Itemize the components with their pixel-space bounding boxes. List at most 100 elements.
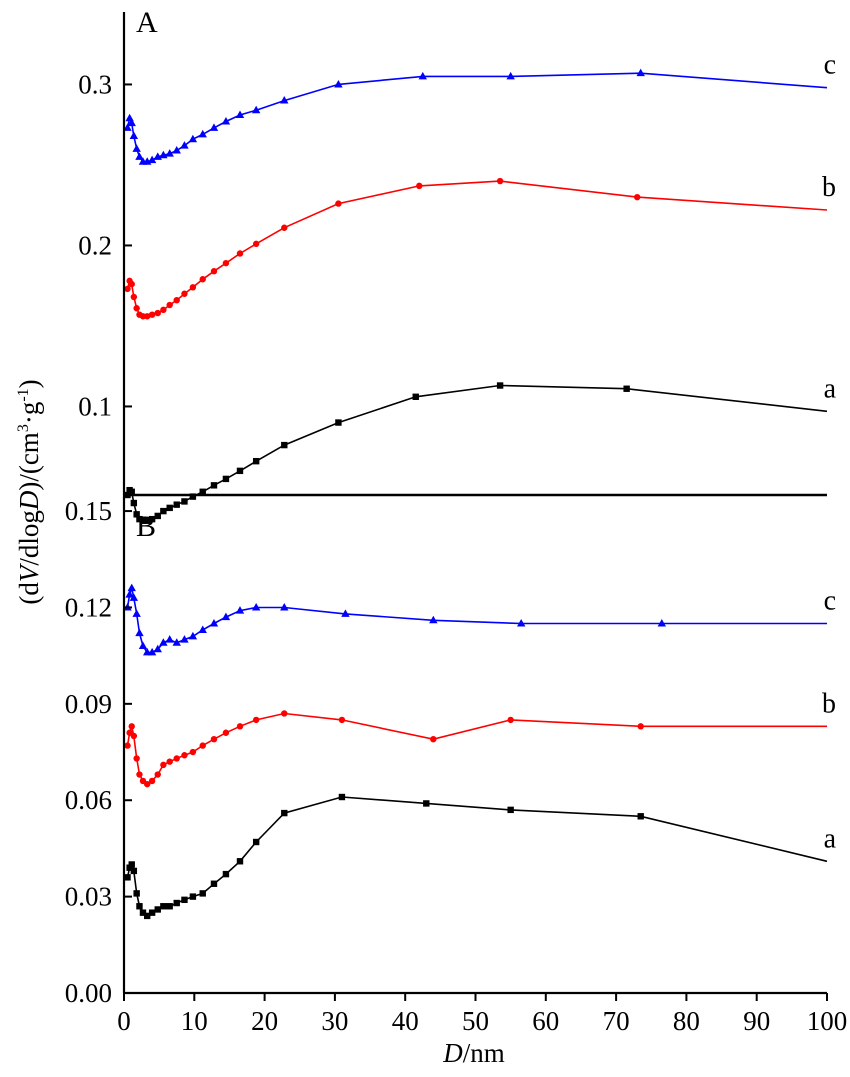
data-point-b [173, 755, 180, 762]
data-point-b [128, 280, 135, 288]
x-tick-label: 40 [392, 1006, 419, 1036]
data-point-c [159, 150, 168, 159]
data-point-c [198, 625, 207, 633]
data-point-c [516, 619, 526, 627]
data-point-a [136, 903, 143, 910]
data-point-a [222, 475, 230, 483]
series-line-b [126, 712, 827, 786]
data-point-b [222, 729, 230, 736]
data-point-b [154, 309, 161, 317]
data-point-c [135, 152, 144, 160]
data-point-b [189, 748, 197, 756]
panel-b-y-ticks: 0.00 0.03 0.06 0.09 0.12 0.15 [65, 496, 132, 1008]
data-point-b [128, 723, 135, 730]
x-tick-label: 80 [673, 1006, 700, 1036]
data-point-b [210, 735, 218, 743]
panel-b-y-tick-label: 0.06 [65, 785, 112, 815]
data-point-a [143, 517, 151, 524]
data-point-b [160, 306, 167, 314]
data-point-a [154, 906, 161, 913]
data-point-b [496, 177, 504, 185]
data-point-b [133, 305, 140, 312]
data-point-a [281, 809, 288, 817]
data-point-b [166, 301, 173, 309]
x-tick-label: 10 [181, 1006, 208, 1036]
data-point-b [143, 313, 151, 320]
data-point-a [133, 890, 140, 897]
y-axis-title: (dV/dlogD)/(cm3·g-1) [14, 379, 44, 604]
series-line-c [126, 72, 828, 163]
data-point-b [189, 284, 197, 291]
panel-b-series-c: c [123, 583, 836, 656]
series-line-b [126, 180, 828, 318]
panel-b-y-tick-label: 0.15 [65, 496, 112, 526]
data-point-c [138, 641, 148, 650]
data-point-b [130, 732, 138, 740]
data-point-a [199, 890, 206, 897]
data-point-a [124, 874, 131, 881]
data-point-a [139, 909, 147, 916]
series-label-c: c [824, 50, 836, 81]
data-point-a [173, 501, 180, 508]
panel-a-y-tick-label: 0.1 [78, 391, 112, 421]
data-point-b [633, 193, 641, 201]
data-point-c [221, 612, 231, 621]
data-point-b [199, 742, 206, 749]
data-point-b [143, 780, 151, 788]
x-tick-label: 60 [532, 1006, 559, 1036]
data-point-c [334, 79, 343, 88]
data-point-a [139, 517, 147, 524]
x-tick-label: 70 [603, 1006, 630, 1036]
data-point-a [335, 419, 342, 426]
data-point-c [209, 123, 219, 131]
data-point-b [507, 716, 514, 724]
series-label-c: c [824, 586, 836, 617]
data-point-c [188, 631, 198, 640]
data-point-c [129, 593, 139, 601]
data-point-c [209, 619, 219, 627]
data-point-a [128, 488, 135, 495]
data-point-a [189, 893, 197, 900]
data-point-c [172, 145, 181, 154]
x-tick-label: 30 [321, 1006, 348, 1036]
data-point-a [160, 507, 167, 515]
data-point-c [251, 602, 261, 611]
series-label-a: a [824, 823, 837, 854]
data-point-c [418, 71, 427, 80]
data-point-c [235, 110, 245, 119]
panel-b-y-tick-label: 0.03 [65, 882, 112, 912]
series-line-a [126, 796, 828, 917]
panel-b-y-tick-label: 0.09 [65, 689, 112, 719]
series-label-a: a [824, 373, 837, 404]
data-point-a [173, 899, 180, 907]
data-point-a [148, 909, 156, 916]
data-point-b [136, 771, 143, 778]
panel-b-y-tick-label: 0.00 [65, 978, 112, 1008]
data-point-a [154, 512, 161, 520]
panel-a-y-tick-label: 0.3 [78, 69, 112, 99]
series-label-b: b [822, 172, 836, 203]
series-line-a [126, 384, 828, 522]
data-point-c [280, 602, 289, 611]
x-ticks: 0 10 20 30 40 50 60 70 80 90 100 [117, 993, 847, 1036]
data-point-b [148, 777, 156, 785]
data-point-a [222, 870, 230, 878]
data-point-c [506, 71, 515, 80]
data-point-c [129, 131, 139, 139]
panel-b-label: B [136, 510, 156, 543]
data-point-b [236, 250, 244, 257]
data-point-a [128, 861, 135, 868]
data-point-b [637, 723, 644, 730]
data-point-c [251, 105, 261, 114]
data-point-c [280, 96, 289, 104]
data-point-b [124, 285, 131, 293]
data-point-a [236, 858, 244, 865]
x-tick-label: 20 [251, 1006, 278, 1036]
data-point-b [430, 735, 437, 743]
data-point-c [135, 628, 144, 637]
panel-a: c b a 0.1 0.2 0.3 A [78, 6, 837, 524]
data-point-a [210, 880, 218, 887]
data-point-c [127, 583, 136, 592]
data-point-a [143, 912, 151, 920]
panel-a-series-b: b [124, 172, 836, 320]
